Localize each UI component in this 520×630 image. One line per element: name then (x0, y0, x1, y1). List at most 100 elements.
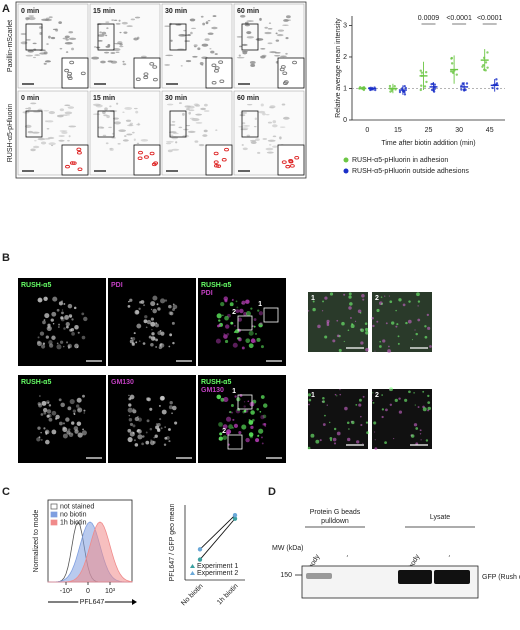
signal (69, 315, 72, 318)
signal (243, 405, 246, 408)
speckle (117, 143, 121, 145)
label: GM130 (201, 387, 224, 394)
signal (397, 335, 400, 338)
speckle (26, 39, 31, 41)
signal (81, 430, 87, 436)
signal (68, 347, 70, 349)
signal (159, 343, 163, 346)
speckle (64, 35, 70, 39)
signal (344, 406, 348, 411)
signal (414, 404, 416, 406)
speckle (92, 113, 101, 115)
signal (229, 302, 234, 307)
inset-blob (149, 151, 155, 156)
signal (343, 293, 346, 296)
signal (388, 295, 390, 297)
speckle (123, 31, 128, 34)
signal (60, 317, 65, 322)
signal (66, 325, 69, 329)
signal (395, 325, 398, 328)
point (481, 65, 484, 68)
signal (371, 399, 373, 401)
signal (222, 435, 228, 440)
point (362, 88, 366, 92)
signal (65, 417, 70, 422)
speckle (31, 131, 40, 134)
signal (157, 331, 162, 336)
speckle (212, 15, 217, 18)
speckle (240, 112, 248, 114)
point (425, 80, 428, 84)
signal (371, 316, 374, 320)
speckle (255, 138, 260, 142)
point (455, 73, 458, 76)
speckle (105, 34, 108, 37)
speckle (275, 32, 278, 35)
speckle (279, 136, 282, 140)
signal (234, 395, 237, 398)
signal (384, 441, 387, 445)
label: Paxillin-mScarlet (7, 20, 14, 72)
legend-swatch (50, 511, 58, 518)
speckle (260, 48, 266, 50)
inset-blob (137, 156, 143, 161)
speckle (246, 134, 251, 137)
inset-blob (219, 79, 225, 83)
signal (385, 322, 388, 325)
signal (258, 311, 263, 316)
signal (63, 303, 66, 305)
speckle (122, 111, 125, 114)
signal (149, 427, 153, 431)
signal (388, 345, 390, 348)
roi-box (97, 110, 115, 138)
speckle (43, 62, 47, 65)
zoom (372, 292, 432, 352)
speckle (25, 18, 29, 21)
speckle (170, 39, 173, 42)
signal (255, 438, 260, 443)
signal (74, 343, 79, 349)
speckle (32, 42, 37, 45)
signal (218, 436, 223, 441)
signal (262, 414, 267, 419)
inset-blob (66, 74, 72, 79)
signal (145, 326, 148, 329)
signal (425, 439, 429, 442)
signal (129, 431, 135, 437)
signal (172, 303, 175, 306)
signal (419, 433, 422, 435)
signal (82, 428, 85, 431)
signal (219, 432, 223, 436)
speckle (100, 60, 106, 64)
speckle (260, 103, 264, 107)
signal (427, 409, 430, 412)
speckle (267, 139, 276, 142)
signal (38, 436, 41, 439)
point (450, 57, 453, 60)
signal (75, 404, 80, 408)
signal (257, 435, 260, 437)
signal (163, 443, 167, 446)
speckle (182, 112, 185, 116)
speckle (257, 151, 261, 154)
speckle (33, 48, 37, 51)
label: 45 (486, 127, 494, 134)
point (393, 85, 396, 88)
label: 10³ (105, 588, 116, 595)
signal (417, 318, 421, 322)
label: RUSH-α5-pHluorin (7, 104, 14, 163)
speckle (20, 41, 28, 45)
signal (365, 327, 369, 332)
inset-blob (281, 160, 287, 164)
signal (218, 422, 223, 427)
label: PFL647 / GFP geo mean (169, 504, 176, 582)
signal (37, 340, 41, 344)
signal (151, 329, 153, 331)
signal (245, 310, 251, 317)
speckle (164, 64, 171, 66)
speckle (282, 24, 289, 26)
label: 1 (258, 301, 262, 308)
label: 25 (425, 127, 433, 134)
speckle (128, 124, 133, 126)
